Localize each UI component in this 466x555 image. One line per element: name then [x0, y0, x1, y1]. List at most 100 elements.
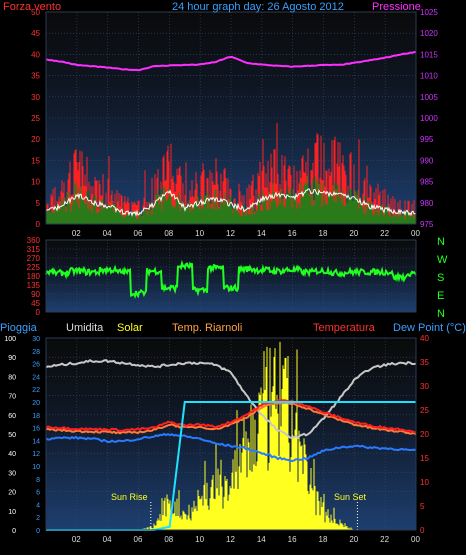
wind-tick-label: 10 [31, 178, 40, 187]
humidity-tick-label: 20 [32, 400, 40, 407]
x-tick-label: 06 [134, 229, 143, 238]
pressure-tick-label: 1005 [420, 93, 438, 102]
x-tick-label: 10 [195, 535, 204, 544]
direction-tick-label: 270 [27, 254, 41, 263]
pressure-axis-title: Pressione [372, 1, 421, 13]
temperature-tick-label: 30 [420, 382, 429, 391]
x-tick-label: 00 [411, 535, 420, 544]
x-tick-label: 18 [319, 229, 328, 238]
panel-border [45, 337, 417, 531]
rain-label: Pioggia [0, 322, 38, 334]
x-tick-label: 12 [226, 229, 235, 238]
x-tick-label: 04 [103, 535, 112, 544]
pressure-tick-label: 995 [420, 135, 434, 144]
x-tick-label: 20 [349, 535, 358, 544]
humidity-tick-label: 0 [36, 528, 40, 535]
direction-tick-label: 180 [27, 272, 41, 281]
humidity-tick-label: 2 [36, 515, 40, 522]
wind-tick-label: 15 [31, 156, 40, 165]
panel-border [45, 239, 417, 313]
pressure-tick-label: 990 [420, 156, 434, 165]
direction-line [45, 259, 417, 299]
sunrise-label: Sun Rise [111, 492, 148, 502]
temperature-tick-label: 35 [420, 358, 429, 367]
humidity-tick-label: 30 [32, 336, 40, 343]
compass-label: W [437, 254, 448, 266]
humidity-label: Umidita [66, 322, 104, 334]
direction-tick-label: 0 [36, 308, 41, 317]
rain-tick-label: 0 [12, 528, 16, 535]
rain-tick-label: 20 [8, 490, 16, 497]
temperature-tick-label: 20 [420, 430, 429, 439]
rain-tick-label: 70 [8, 394, 16, 401]
direction-tick-label: 225 [27, 263, 41, 272]
humidity-tick-label: 10 [32, 464, 40, 471]
pressure-tick-label: 980 [420, 199, 434, 208]
sunset-label: Sun Set [334, 492, 367, 502]
x-tick-label: 22 [380, 535, 389, 544]
wind-tick-label: 50 [31, 8, 40, 17]
x-tick-label: 00 [411, 229, 420, 238]
wind-tick-label: 45 [31, 29, 40, 38]
temperature-line [45, 399, 417, 434]
humidity-tick-label: 26 [32, 362, 40, 369]
rain-tick-label: 40 [8, 451, 16, 458]
panel-border [45, 11, 417, 225]
x-tick-label: 08 [164, 229, 173, 238]
dewpoint-line [45, 432, 417, 463]
compass-label: N [437, 308, 445, 320]
pressure-tick-label: 1025 [420, 8, 438, 17]
x-tick-label: 22 [380, 229, 389, 238]
temperature-label: Temperatura [313, 322, 376, 334]
wind-tick-label: 25 [31, 114, 40, 123]
chart-title: 24 hour graph day: 26 Agosto 2012 [172, 1, 344, 13]
rain-tick-label: 60 [8, 413, 16, 420]
wind-tick-label: 30 [31, 93, 40, 102]
x-tick-label: 08 [164, 535, 173, 544]
rain-tick-label: 30 [8, 470, 16, 477]
pressure-tick-label: 1020 [420, 29, 438, 38]
direction-tick-label: 90 [31, 290, 40, 299]
wind-tick-label: 5 [36, 199, 41, 208]
x-tick-label: 10 [195, 229, 204, 238]
dewpoint-label: Dew Point (°C) [393, 322, 466, 334]
direction-tick-label: 360 [27, 236, 41, 245]
rain-tick-label: 90 [8, 355, 16, 362]
wind-average-line [45, 188, 417, 217]
temperature-tick-label: 10 [420, 478, 429, 487]
pressure-line [45, 50, 417, 72]
wind-tick-label: 35 [31, 72, 40, 81]
humidity-line [45, 358, 417, 440]
direction-tick-label: 135 [27, 281, 41, 290]
x-tick-label: 02 [72, 229, 81, 238]
chart-marks [45, 11, 417, 531]
pressure-tick-label: 1015 [420, 50, 438, 59]
humidity-tick-label: 28 [32, 349, 40, 356]
direction-tick-label: 45 [31, 299, 40, 308]
humidity-tick-label: 16 [32, 426, 40, 433]
pressure-tick-label: 1010 [420, 72, 438, 81]
rain-tick-label: 10 [8, 509, 16, 516]
wind-tick-label: 40 [31, 50, 40, 59]
x-tick-label: 14 [257, 535, 266, 544]
pressure-tick-label: 975 [420, 220, 434, 229]
temperature-tick-label: 25 [420, 406, 429, 415]
x-tick-label: 02 [72, 535, 81, 544]
compass-label: S [437, 272, 444, 284]
humidity-tick-label: 6 [36, 490, 40, 497]
humidity-tick-label: 4 [36, 502, 40, 509]
x-tick-label: 06 [134, 535, 143, 544]
x-tick-label: 04 [103, 229, 112, 238]
pressure-tick-label: 1000 [420, 114, 438, 123]
wind-tick-label: 0 [36, 220, 41, 229]
wind-tick-label: 20 [31, 135, 40, 144]
x-tick-label: 16 [288, 229, 297, 238]
compass-label: N [437, 236, 445, 248]
rain-tick-label: 100 [4, 336, 16, 343]
humidity-tick-label: 12 [32, 451, 40, 458]
temperature-tick-label: 15 [420, 454, 429, 463]
pressure-tick-label: 985 [420, 178, 434, 187]
